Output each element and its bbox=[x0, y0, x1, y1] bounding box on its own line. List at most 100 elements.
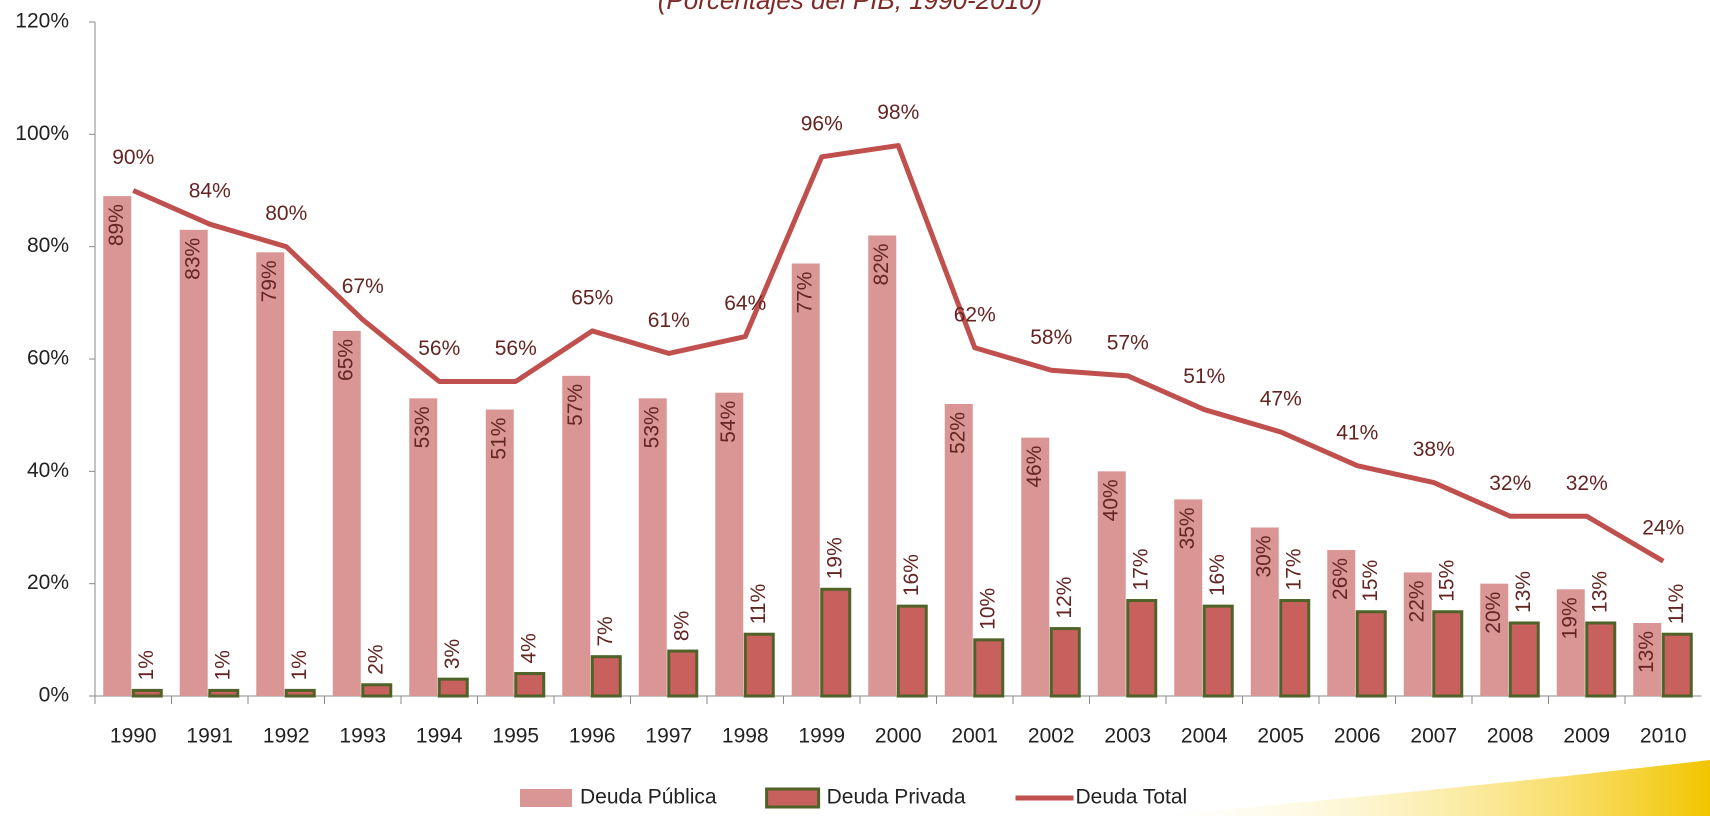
legend-label: Deuda Pública bbox=[580, 786, 717, 809]
data-label: 17% bbox=[1129, 548, 1152, 590]
data-label: 46% bbox=[1023, 446, 1046, 488]
chart-subtitle: (Porcentajes del PIB, 1990-2010) bbox=[658, 0, 1042, 15]
bar bbox=[409, 398, 438, 696]
data-label: 67% bbox=[342, 275, 384, 298]
data-label: 15% bbox=[1435, 560, 1458, 602]
data-label: 90% bbox=[112, 146, 154, 169]
x-tick-label: 1990 bbox=[110, 725, 157, 748]
x-tick-label: 2000 bbox=[875, 725, 922, 748]
legend-swatch bbox=[765, 787, 821, 809]
data-label: 30% bbox=[1252, 536, 1275, 578]
data-label: 1% bbox=[288, 650, 311, 680]
bar bbox=[131, 688, 163, 698]
data-label: 57% bbox=[564, 384, 587, 426]
data-label: 20% bbox=[1482, 592, 1505, 634]
bar bbox=[1508, 621, 1540, 698]
bar bbox=[1661, 632, 1693, 698]
data-label: 8% bbox=[670, 611, 693, 641]
bar bbox=[1480, 583, 1509, 696]
y-tick-label: 100% bbox=[15, 122, 69, 145]
legend-label: Deuda Privada bbox=[827, 786, 966, 809]
data-label: 13% bbox=[1588, 571, 1611, 613]
data-label: 65% bbox=[571, 286, 613, 309]
data-label: 65% bbox=[334, 339, 357, 381]
bar bbox=[1432, 610, 1464, 698]
data-label: 79% bbox=[258, 260, 281, 302]
data-label: 32% bbox=[1566, 472, 1608, 495]
bar bbox=[1049, 627, 1081, 698]
y-tick-label: 80% bbox=[27, 234, 69, 257]
bar bbox=[179, 229, 208, 697]
x-tick-label: 1994 bbox=[416, 725, 463, 748]
bar bbox=[1126, 599, 1158, 698]
bar bbox=[1250, 527, 1279, 696]
data-label: 83% bbox=[181, 238, 204, 280]
x-tick-label: 1997 bbox=[645, 725, 692, 748]
x-tick-label: 2005 bbox=[1257, 725, 1304, 748]
bar bbox=[667, 649, 699, 698]
data-label: 53% bbox=[640, 406, 663, 448]
bar bbox=[1021, 437, 1050, 696]
bar bbox=[1403, 572, 1432, 696]
x-tick-label: 1999 bbox=[798, 725, 845, 748]
bar bbox=[208, 688, 240, 698]
y-tick-label: 0% bbox=[39, 684, 69, 707]
data-label: 22% bbox=[1405, 580, 1428, 622]
data-label: 26% bbox=[1329, 558, 1352, 600]
x-tick-label: 2008 bbox=[1487, 725, 1534, 748]
y-tick-label: 60% bbox=[27, 347, 69, 370]
y-tick-label: 40% bbox=[27, 459, 69, 482]
data-label: 56% bbox=[495, 337, 537, 360]
data-label: 15% bbox=[1359, 560, 1382, 602]
bar bbox=[284, 688, 316, 698]
bar bbox=[1202, 604, 1234, 698]
bar bbox=[944, 403, 973, 696]
legend-swatch bbox=[520, 789, 572, 807]
bar bbox=[820, 587, 852, 698]
data-label: 80% bbox=[265, 202, 307, 225]
bar bbox=[332, 330, 361, 696]
legend-label: Deuda Total bbox=[1076, 786, 1188, 809]
data-label: 7% bbox=[594, 616, 617, 646]
data-label: 32% bbox=[1489, 472, 1531, 495]
data-label: 24% bbox=[1642, 517, 1684, 540]
data-label: 52% bbox=[946, 412, 969, 454]
x-tick-label: 2004 bbox=[1181, 725, 1228, 748]
bar bbox=[562, 375, 591, 696]
data-label: 96% bbox=[801, 112, 843, 135]
data-label: 11% bbox=[747, 584, 770, 624]
data-label: 10% bbox=[976, 588, 999, 630]
bar bbox=[1097, 471, 1126, 696]
data-label: 62% bbox=[954, 303, 996, 326]
data-label: 47% bbox=[1260, 388, 1302, 411]
bar bbox=[1585, 621, 1617, 698]
bar bbox=[485, 409, 514, 696]
bar bbox=[791, 263, 820, 696]
x-tick-label: 2001 bbox=[951, 725, 998, 748]
y-tick-label: 120% bbox=[15, 10, 69, 33]
bar bbox=[1327, 549, 1356, 696]
data-label: 64% bbox=[724, 292, 766, 315]
data-label: 89% bbox=[105, 204, 128, 246]
bar bbox=[743, 632, 775, 698]
y-tick-label: 20% bbox=[27, 571, 69, 594]
x-tick-label: 2009 bbox=[1563, 725, 1610, 748]
data-label: 2% bbox=[364, 644, 387, 674]
data-label: 56% bbox=[418, 337, 460, 360]
x-tick-label: 2002 bbox=[1028, 725, 1075, 748]
bar bbox=[361, 683, 393, 698]
bar bbox=[514, 672, 546, 698]
data-label: 41% bbox=[1336, 421, 1378, 444]
data-label: 61% bbox=[648, 309, 690, 332]
decoration bbox=[1150, 760, 1710, 816]
data-label: 1% bbox=[135, 650, 158, 680]
data-label: 3% bbox=[441, 639, 464, 669]
bar bbox=[590, 655, 622, 698]
data-label: 53% bbox=[411, 406, 434, 448]
data-label: 98% bbox=[877, 101, 919, 124]
bar bbox=[437, 677, 469, 698]
x-tick-label: 1992 bbox=[263, 725, 310, 748]
data-label: 40% bbox=[1099, 479, 1122, 521]
data-label: 51% bbox=[1183, 365, 1225, 388]
